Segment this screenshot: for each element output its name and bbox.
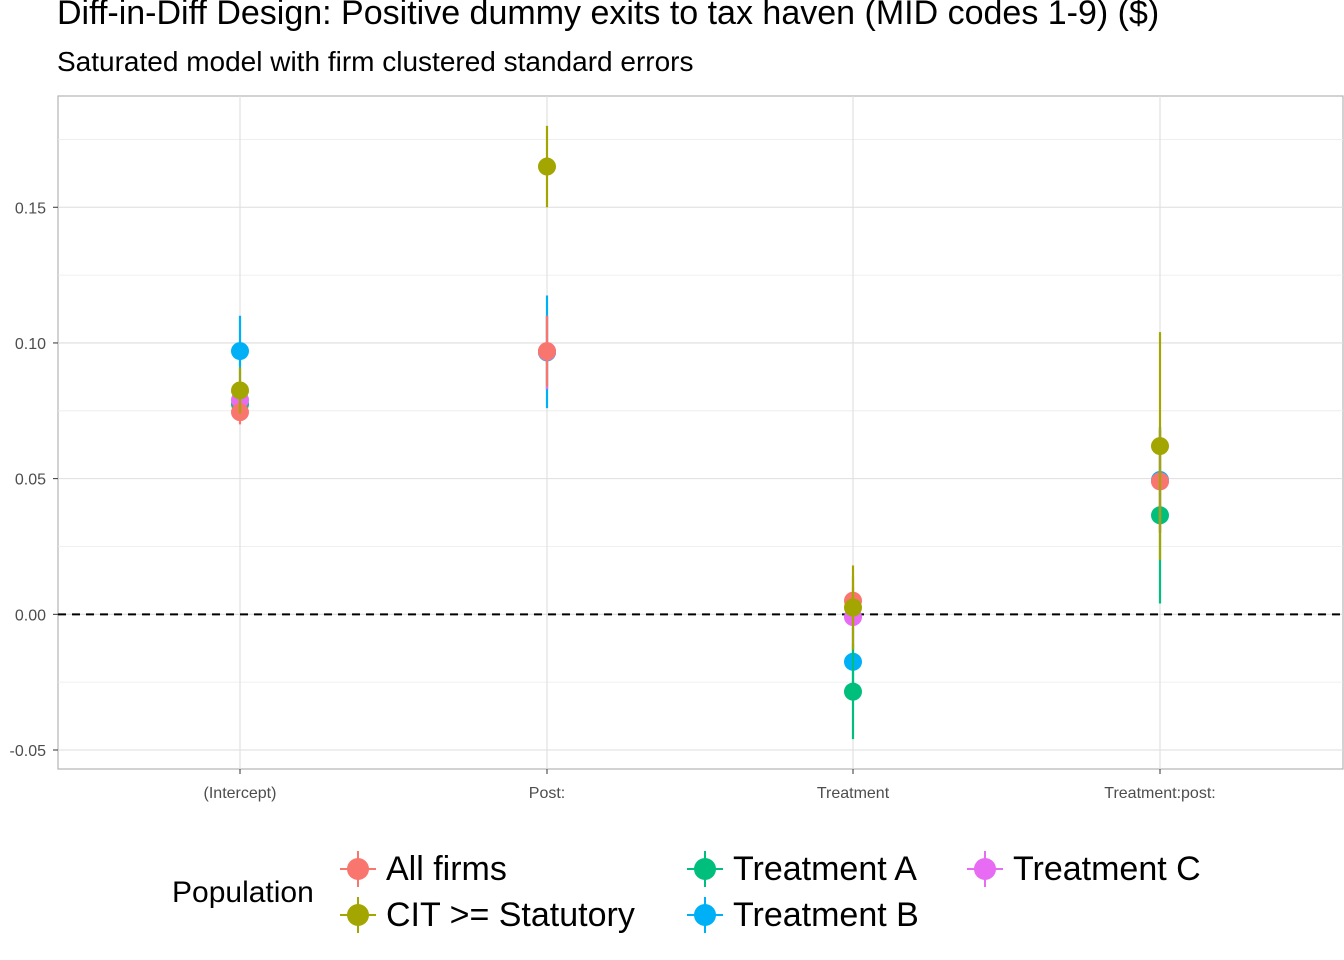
legend-key-point (974, 858, 996, 880)
y-tick-label: 0.05 (15, 472, 46, 489)
legend-label: Treatment B (733, 895, 919, 934)
legend-key-treatment-a (687, 851, 723, 887)
y-tick-label: 0.00 (15, 607, 46, 624)
legend-key-all-firms (340, 851, 376, 887)
data-point (231, 342, 249, 361)
legend-key-treatment-b (687, 897, 723, 933)
legend-label: Treatment C (1013, 849, 1201, 888)
legend-key-cit-statutory (340, 897, 376, 933)
x-tick-label: Post: (529, 785, 565, 802)
coefficient-plot: -0.05 0.00 0.05 0.10 0.15 (Intercept) Post: Tre… (10, 95, 1344, 802)
chart-title: Diff-in-Diff Design: Positive dummy exit… (57, 0, 1160, 32)
legend-label: Treatment A (733, 849, 917, 888)
legend-key-point (347, 858, 369, 880)
data-point (1151, 437, 1169, 456)
x-tick-label: Treatment (817, 785, 890, 802)
data-point (538, 342, 556, 361)
legend-key-point (694, 858, 716, 880)
legend-item-cit-statutory: CIT >= Statutory (338, 892, 635, 938)
data-point (844, 598, 862, 617)
x-tick-label: Treatment:post: (1104, 785, 1215, 802)
legend-key-point (694, 904, 716, 926)
legend-item-all-firms: All firms (338, 846, 507, 892)
data-point (844, 682, 862, 701)
chart-subtitle: Saturated model with firm clustered stan… (57, 46, 694, 77)
legend-title: Population (172, 876, 314, 909)
data-point (231, 381, 249, 400)
legend-label: All firms (386, 849, 507, 888)
x-tick-label: (Intercept) (204, 785, 277, 802)
legend-item-treatment-c: Treatment C (965, 846, 1201, 892)
legend-key-treatment-c (967, 851, 1003, 887)
series-cit-statutory (231, 125, 1169, 650)
plot-panel (57, 95, 1344, 770)
legend-item-treatment-a: Treatment A (685, 846, 917, 892)
y-tick-label: -0.05 (10, 743, 47, 760)
legend-label: CIT >= Statutory (386, 895, 635, 934)
data-point (538, 157, 556, 176)
y-tick-label: 0.15 (15, 200, 46, 217)
legend-key-point (347, 904, 369, 926)
legend-item-treatment-b: Treatment B (685, 892, 919, 938)
y-tick-label: 0.10 (15, 336, 46, 353)
